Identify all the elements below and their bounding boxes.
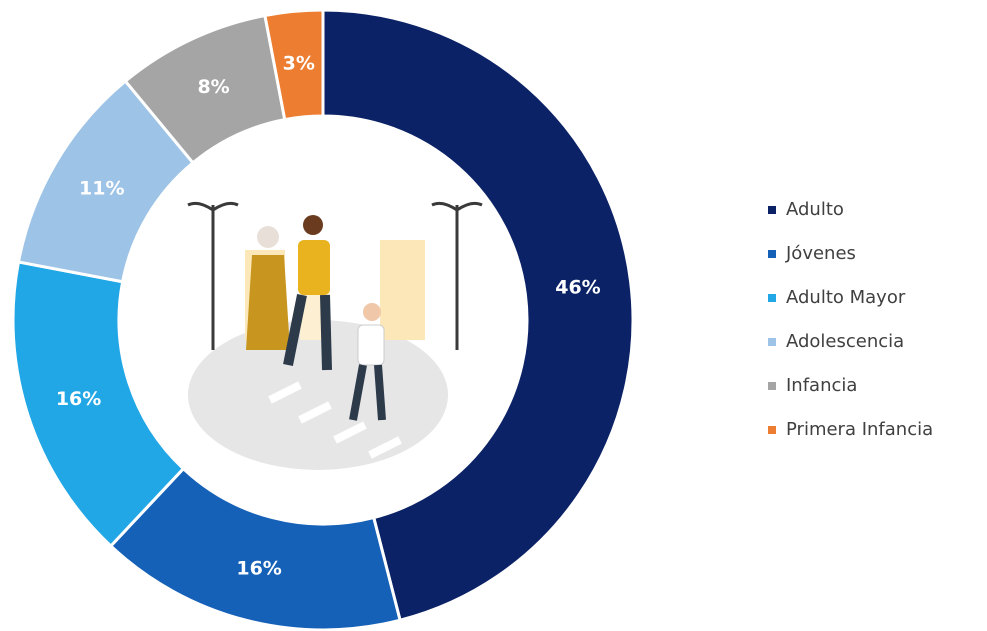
legend-label: Jóvenes: [785, 243, 856, 264]
legend-swatch: [768, 250, 776, 258]
data-label: 16%: [236, 557, 281, 579]
legend-swatch: [768, 206, 776, 214]
legend-label: Primera Infancia: [786, 419, 933, 440]
donut-slice: [321, 8, 635, 623]
legend-swatch: [768, 338, 776, 346]
donut-slice: [263, 8, 325, 122]
legend-label: Adulto: [786, 199, 844, 220]
legend-label: Infancia: [786, 375, 857, 396]
legend-swatch: [768, 426, 776, 434]
legend: Adulto Jóvenes Adulto Mayor Adolescencia Inf…: [768, 199, 933, 440]
legend-swatch: [768, 382, 776, 390]
legend-label: Adolescencia: [786, 331, 904, 352]
data-label: 46%: [555, 276, 600, 298]
data-label: 11%: [79, 178, 124, 200]
donut: [11, 8, 635, 631]
legend-swatch: [768, 294, 776, 302]
legend-label: Adulto Mayor: [786, 287, 906, 308]
illustration: [187, 201, 483, 470]
data-label: 3%: [283, 53, 315, 75]
data-label: 8%: [197, 76, 229, 98]
data-label: 16%: [56, 388, 101, 410]
